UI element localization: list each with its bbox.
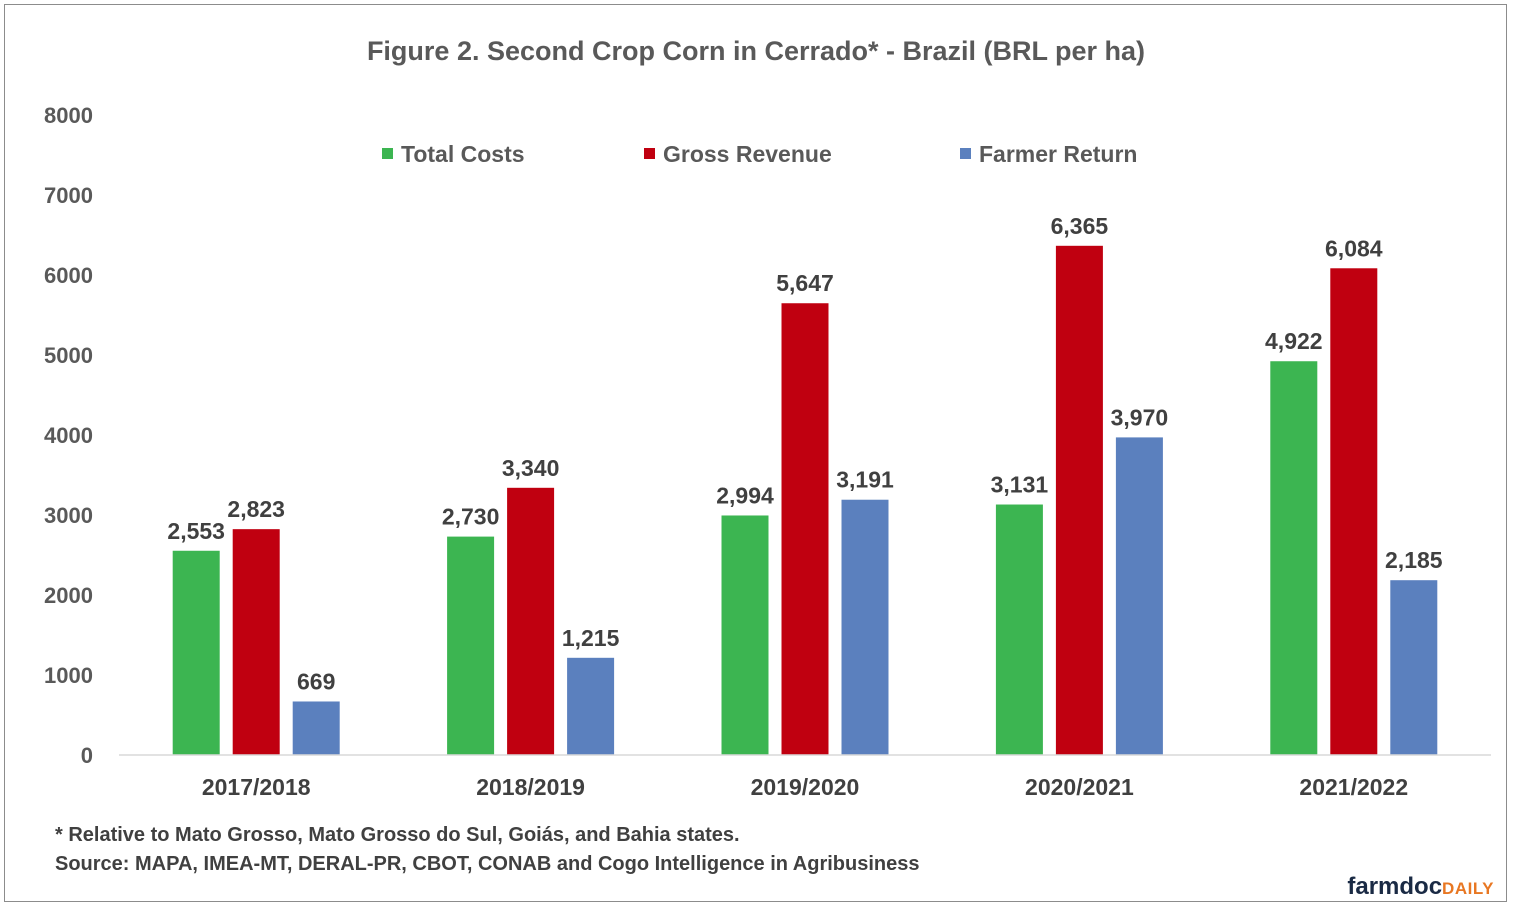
- y-tick-label: 7000: [44, 183, 93, 208]
- data-label: 2,553: [167, 518, 225, 544]
- bar: [721, 515, 769, 755]
- bar: [172, 550, 220, 755]
- legend-swatch: [382, 148, 393, 159]
- data-label: 3,970: [1111, 404, 1169, 430]
- legend: Total Costs Gross Revenue Farmer Return: [382, 141, 1137, 167]
- legend-label: Farmer Return: [979, 141, 1137, 167]
- bar: [1270, 361, 1318, 755]
- data-label: 3,191: [836, 467, 894, 493]
- data-label: 3,340: [502, 455, 560, 481]
- chart-title: Figure 2. Second Crop Corn in Cerrado* -…: [367, 36, 1145, 66]
- data-label: 1,215: [562, 625, 620, 651]
- legend-swatch: [644, 148, 655, 159]
- x-tick-label: 2020/2021: [1025, 774, 1134, 800]
- y-tick-label: 6000: [44, 263, 93, 288]
- data-label: 669: [297, 668, 335, 694]
- data-label: 2,730: [442, 504, 500, 530]
- bar: [292, 701, 340, 755]
- x-axis: 2017/2018 2018/2019 2019/2020 2020/2021 2021…: [119, 754, 1491, 800]
- brand-logo-part1: farmdoc: [1347, 873, 1443, 900]
- y-tick-label: 8000: [44, 103, 93, 128]
- y-axis: 0 1000 2000 3000 4000 5000 6000 7000 8000: [44, 103, 93, 768]
- bar: [507, 487, 555, 755]
- y-tick-label: 1000: [44, 663, 93, 688]
- bar: [1115, 437, 1163, 755]
- bar: [781, 303, 829, 755]
- bar: [1390, 580, 1438, 755]
- data-label: 4,922: [1265, 328, 1323, 354]
- data-label: 3,131: [991, 472, 1049, 498]
- brand-logo-part2: DAILY: [1442, 879, 1494, 898]
- legend-label: Total Costs: [401, 141, 525, 167]
- data-label: 5,647: [776, 270, 834, 296]
- x-tick-label: 2018/2019: [476, 774, 585, 800]
- x-tick-label: 2021/2022: [1299, 774, 1408, 800]
- bar: [841, 499, 889, 755]
- legend-swatch: [960, 148, 971, 159]
- brand-logo: farmdocDAILY: [1347, 873, 1494, 901]
- y-tick-label: 3000: [44, 503, 93, 528]
- bar: [232, 529, 280, 755]
- bar: [1055, 245, 1103, 756]
- data-label: 6,365: [1051, 213, 1109, 239]
- x-tick-label: 2017/2018: [202, 774, 311, 800]
- y-tick-label: 2000: [44, 583, 93, 608]
- legend-label: Gross Revenue: [663, 141, 832, 167]
- data-label: 2,185: [1385, 547, 1443, 573]
- y-tick-label: 5000: [44, 343, 93, 368]
- y-tick-label: 0: [81, 743, 93, 768]
- source-note: Source: MAPA, IMEA-MT, DERAL-PR, CBOT, C…: [55, 853, 920, 875]
- footnote: * Relative to Mato Grosso, Mato Grosso d…: [55, 824, 740, 846]
- y-tick-label: 4000: [44, 423, 93, 448]
- bar: [447, 536, 495, 755]
- bar: [1330, 268, 1378, 755]
- bar: [567, 657, 615, 755]
- x-tick-label: 2019/2020: [751, 774, 860, 800]
- bar: [995, 504, 1043, 755]
- data-label: 6,084: [1325, 235, 1383, 261]
- data-label: 2,823: [227, 496, 285, 522]
- data-label: 2,994: [716, 482, 774, 508]
- bars: [172, 245, 1438, 756]
- chart-frame: Figure 2. Second Crop Corn in Cerrado* -…: [4, 4, 1507, 902]
- chart-plot: Figure 2. Second Crop Corn in Cerrado* -…: [44, 36, 1491, 800]
